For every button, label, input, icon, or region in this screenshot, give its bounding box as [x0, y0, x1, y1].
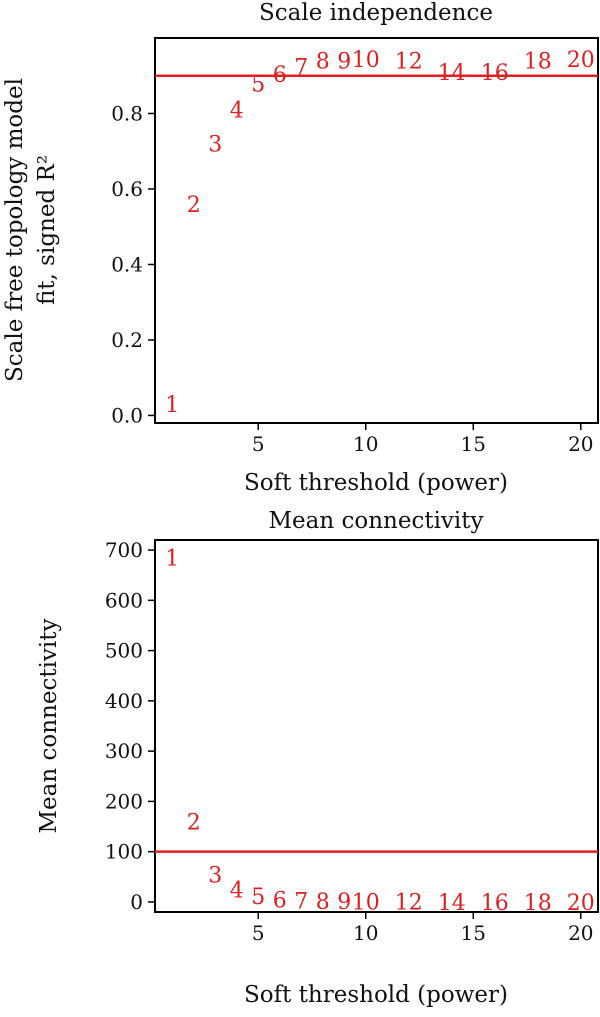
- y-tick-label: 300: [105, 739, 143, 763]
- x-tick-label: 10: [353, 432, 378, 456]
- y-tick-label: 0.6: [111, 177, 143, 201]
- chart-title-mean-connectivity: Mean connectivity: [268, 508, 483, 534]
- point-label-power-4: 4: [230, 878, 244, 903]
- y-tick-label: 400: [105, 689, 143, 713]
- point-label-power-9: 9: [337, 50, 351, 75]
- point-label-power-4: 4: [230, 99, 244, 124]
- x-tick-label: 5: [252, 921, 265, 945]
- point-label-power-12: 12: [395, 891, 423, 916]
- y-axis-title-line-1: Scale free topology model: [2, 78, 28, 382]
- panel-scale-independence: Scale independence Scale free topology m…: [2, 0, 599, 496]
- y-tick-label: 0.2: [111, 328, 143, 352]
- y-tick-label: 500: [105, 639, 143, 663]
- point-label-power-9: 9: [337, 890, 351, 915]
- y-axis-title-mean-connectivity: Mean connectivity: [36, 618, 62, 833]
- point-label-power-16: 16: [481, 891, 509, 916]
- plot-frame-mean-connectivity: [154, 539, 599, 913]
- point-label-power-7: 7: [294, 889, 308, 914]
- y-tick-label: 0.4: [111, 252, 143, 276]
- point-label-power-8: 8: [316, 890, 330, 915]
- y-tick-label: 0.0: [111, 403, 143, 427]
- plot-frame-scale-independence: [154, 37, 599, 424]
- point-label-power-5: 5: [251, 72, 265, 97]
- x-tick-label: 15: [461, 432, 486, 456]
- point-label-power-2: 2: [187, 193, 201, 218]
- point-label-power-18: 18: [524, 891, 552, 916]
- point-label-power-14: 14: [438, 61, 466, 86]
- y-tick-label: 0: [130, 890, 143, 914]
- point-label-power-20: 20: [567, 48, 595, 73]
- x-tick-label: 10: [353, 921, 378, 945]
- x-axis-title-mean-connectivity: Soft threshold (power): [244, 982, 508, 1008]
- panel-mean-connectivity: Mean connectivity Mean connectivity Soft…: [36, 508, 599, 1008]
- point-label-power-6: 6: [273, 63, 287, 88]
- point-label-power-1: 1: [165, 393, 179, 418]
- y-tick-label: 600: [105, 588, 143, 612]
- x-tick-label: 15: [461, 921, 486, 945]
- axis-ticks-scale-independence: 5 10 15 20 0.0 0.2 0.4 0.6 0.8: [111, 101, 593, 456]
- point-label-power-14: 14: [438, 891, 466, 916]
- point-label-power-3: 3: [208, 863, 222, 888]
- x-tick-label: 20: [568, 921, 593, 945]
- y-axis-title-line-2: fit, signed R²: [34, 155, 60, 305]
- point-label-power-10: 10: [352, 48, 380, 73]
- x-tick-label: 5: [252, 432, 265, 456]
- point-label-power-3: 3: [208, 133, 222, 158]
- y-tick-label: 100: [105, 840, 143, 864]
- x-tick-label: 20: [568, 432, 593, 456]
- point-label-power-7: 7: [294, 55, 308, 80]
- point-label-power-1: 1: [165, 547, 179, 572]
- point-label-power-10: 10: [352, 890, 380, 915]
- y-tick-label: 0.8: [111, 101, 143, 125]
- point-label-power-20: 20: [567, 891, 595, 916]
- point-label-power-2: 2: [187, 811, 201, 836]
- point-label-power-6: 6: [273, 888, 287, 913]
- y-tick-label: 700: [105, 538, 143, 562]
- point-label-power-12: 12: [395, 50, 423, 75]
- x-axis-title-scale-independence: Soft threshold (power): [244, 470, 508, 496]
- point-label-power-8: 8: [316, 50, 330, 75]
- chart-title-scale-independence: Scale independence: [259, 0, 493, 26]
- point-label-power-18: 18: [524, 50, 552, 75]
- y-tick-label: 200: [105, 789, 143, 813]
- point-label-power-5: 5: [251, 885, 265, 910]
- point-label-power-16: 16: [481, 61, 509, 86]
